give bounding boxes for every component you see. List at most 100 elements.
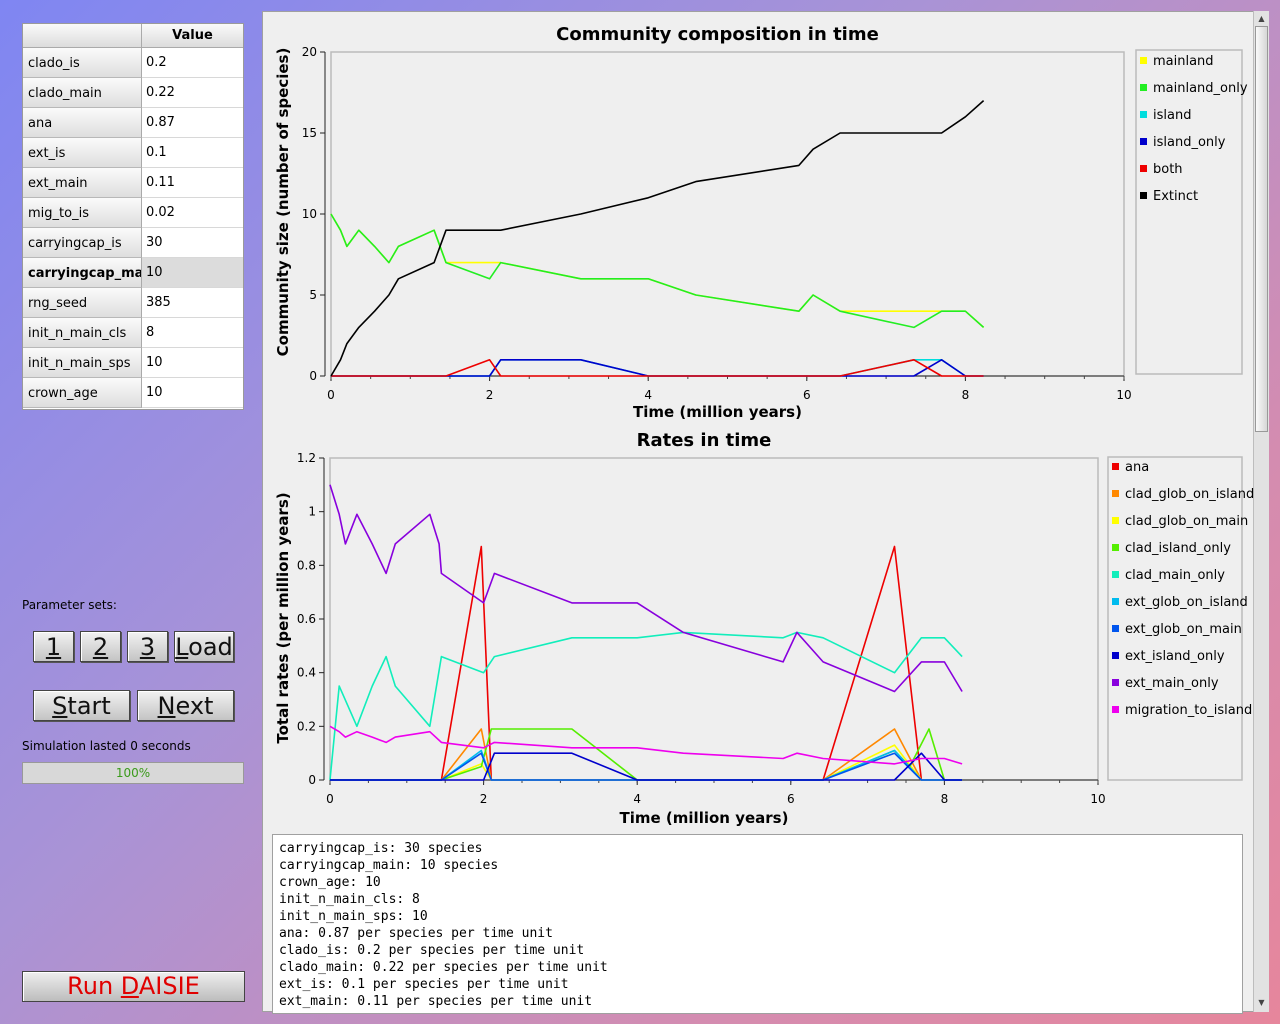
composition-legend-item: Extinct [1153, 189, 1198, 204]
rates-series-line-clad-main-only [329, 631, 963, 781]
table-row[interactable]: rng_seed 385 [23, 288, 243, 318]
parameter-value-cell[interactable]: 0.2 [142, 48, 243, 78]
table-row[interactable]: clado_main 0.22 [23, 78, 243, 108]
table-row[interactable]: init_n_main_sps 10 [23, 348, 243, 378]
header-value-cell: Value [142, 24, 243, 48]
composition-x-tick-label: 10 [1116, 388, 1131, 402]
next-button[interactable]: Next [137, 690, 234, 721]
table-row[interactable]: ext_is 0.1 [23, 138, 243, 168]
progress-bar: 100% [22, 762, 244, 784]
rates-y-tick-label: 1.2 [297, 451, 316, 465]
start-button[interactable]: Start [33, 690, 130, 721]
parameter-value-cell[interactable]: 0.1 [142, 138, 243, 168]
rates-chart-title: Rates in time [637, 430, 772, 451]
parameter-value-cell[interactable]: 385 [142, 288, 243, 318]
parameter-value-cell[interactable]: 10 [142, 258, 243, 288]
composition-legend-swatch [1140, 138, 1147, 145]
parameter-value-cell[interactable]: 0.11 [142, 168, 243, 198]
rates-legend-item: ext_glob_on_island [1125, 595, 1248, 610]
parameter-set-3-button[interactable]: 3 [127, 631, 168, 662]
vertical-scrollbar[interactable]: ▲ ▼ [1253, 11, 1269, 1012]
parameter-name-cell: rng_seed [23, 288, 142, 318]
rates-x-tick-label: 10 [1090, 792, 1105, 806]
parameter-value-cell[interactable]: 0.22 [142, 78, 243, 108]
rates-legend-swatch [1112, 679, 1119, 686]
parameter-value-cell[interactable]: 10 [142, 378, 243, 408]
table-row[interactable]: carryingcap_main10 [23, 258, 243, 288]
rates-y-tick-label: 0.8 [297, 558, 316, 572]
composition-x-axis-label: Time (million years) [633, 403, 802, 421]
rates-legend-item: ana [1125, 460, 1149, 475]
composition-series-line-island-only [331, 358, 984, 377]
composition-plot-area [330, 51, 1125, 377]
rates-legend-item: clad_main_only [1125, 568, 1225, 583]
composition-legend-swatch [1140, 111, 1147, 118]
scroll-thumb[interactable] [1255, 26, 1268, 432]
table-row[interactable]: ana 0.87 [23, 108, 243, 138]
summary-line: ana: 0.87 per species per time unit [279, 926, 553, 941]
table-row[interactable]: clado_is 0.2 [23, 48, 243, 78]
rates-legend-item: ext_island_only [1125, 649, 1225, 664]
parameter-set-2-button[interactable]: 2 [80, 631, 121, 662]
composition-chart-title: Community composition in time [556, 24, 879, 45]
parameter-name-cell: ext_is [23, 138, 142, 168]
composition-x-tick-label: 6 [803, 388, 811, 402]
parameter-table[interactable]: Value clado_is 0.2 clado_main 0.22 ana 0.87 ex… [22, 23, 244, 410]
rates-legend-item: clad_island_only [1125, 541, 1231, 556]
summary-line: clado_is: 0.2 per species per time unit [279, 943, 585, 958]
summary-line: ext_is: 0.1 per species per time unit [279, 977, 569, 992]
rates-legend-swatch [1112, 490, 1119, 497]
rates-legend-swatch [1112, 571, 1119, 578]
rates-legend-swatch [1112, 652, 1119, 659]
composition-y-axis-label: Community size (number of species) [274, 48, 292, 357]
composition-legend-swatch [1140, 84, 1147, 91]
composition-series-line-Extinct [330, 100, 985, 377]
summary-line: carryingcap_main: 10 species [279, 858, 499, 873]
table-row[interactable]: carryingcap_is 30 [23, 228, 243, 258]
rates-x-tick-label: 6 [787, 792, 795, 806]
parameter-value-cell[interactable]: 0.02 [142, 198, 243, 228]
composition-y-tick-label: 15 [302, 126, 317, 140]
rates-legend-item: ext_main_only [1125, 676, 1219, 691]
load-button[interactable]: Load [174, 631, 234, 662]
table-row[interactable]: init_n_main_cls 8 [23, 318, 243, 348]
composition-legend-swatch [1140, 165, 1147, 172]
parameter-name-cell: carryingcap_is [23, 228, 142, 258]
parameter-value-cell[interactable]: 10 [142, 348, 243, 378]
summary-line: crown_age: 10 [279, 875, 381, 890]
rates-x-tick-label: 8 [941, 792, 949, 806]
parameter-sets-label: Parameter sets: [22, 598, 117, 612]
composition-series-line-both [331, 358, 984, 377]
composition-legend-swatch [1140, 57, 1147, 64]
parameter-value-cell[interactable]: 8 [142, 318, 243, 348]
table-row[interactable]: mig_to_is 0.02 [23, 198, 243, 228]
parameter-set-1-button[interactable]: 1 [33, 631, 74, 662]
rates-series-line-ext-main-only [329, 484, 963, 693]
scroll-up-icon[interactable]: ▲ [1258, 14, 1265, 23]
summary-line: ext_main: 0.11 per species per time unit [279, 994, 593, 1009]
rates-y-axis-label: Total rates (per million years) [274, 492, 292, 743]
parameter-name-cell: ana [23, 108, 142, 138]
rates-x-tick-label: 4 [633, 792, 641, 806]
rates-series-line-migration-to-island [329, 725, 963, 765]
composition-x-tick-label: 0 [327, 388, 335, 402]
table-row[interactable]: ext_main 0.11 [23, 168, 243, 198]
composition-legend-item: island [1153, 108, 1191, 123]
summary-line: init_n_main_cls: 8 [279, 892, 420, 907]
parameter-name-cell: init_n_main_cls [23, 318, 142, 348]
composition-y-tick-label: 20 [302, 45, 317, 59]
rates-x-tick-label: 2 [480, 792, 488, 806]
parameter-value-cell[interactable]: 0.87 [142, 108, 243, 138]
parameter-name-cell: carryingcap_main [23, 258, 142, 288]
run-daisie-button[interactable]: Run DAISIE [22, 971, 245, 1002]
rates-y-tick-label: 0.6 [297, 612, 316, 626]
rates-legend-swatch [1112, 544, 1119, 551]
composition-legend-swatch [1140, 192, 1147, 199]
scroll-down-icon[interactable]: ▼ [1258, 998, 1265, 1007]
rates-legend-swatch [1112, 625, 1119, 632]
parameter-value-cell[interactable]: 30 [142, 228, 243, 258]
composition-legend-item: mainland [1153, 54, 1214, 69]
table-row[interactable]: crown_age 10 [23, 378, 243, 408]
rates-legend-swatch [1112, 598, 1119, 605]
